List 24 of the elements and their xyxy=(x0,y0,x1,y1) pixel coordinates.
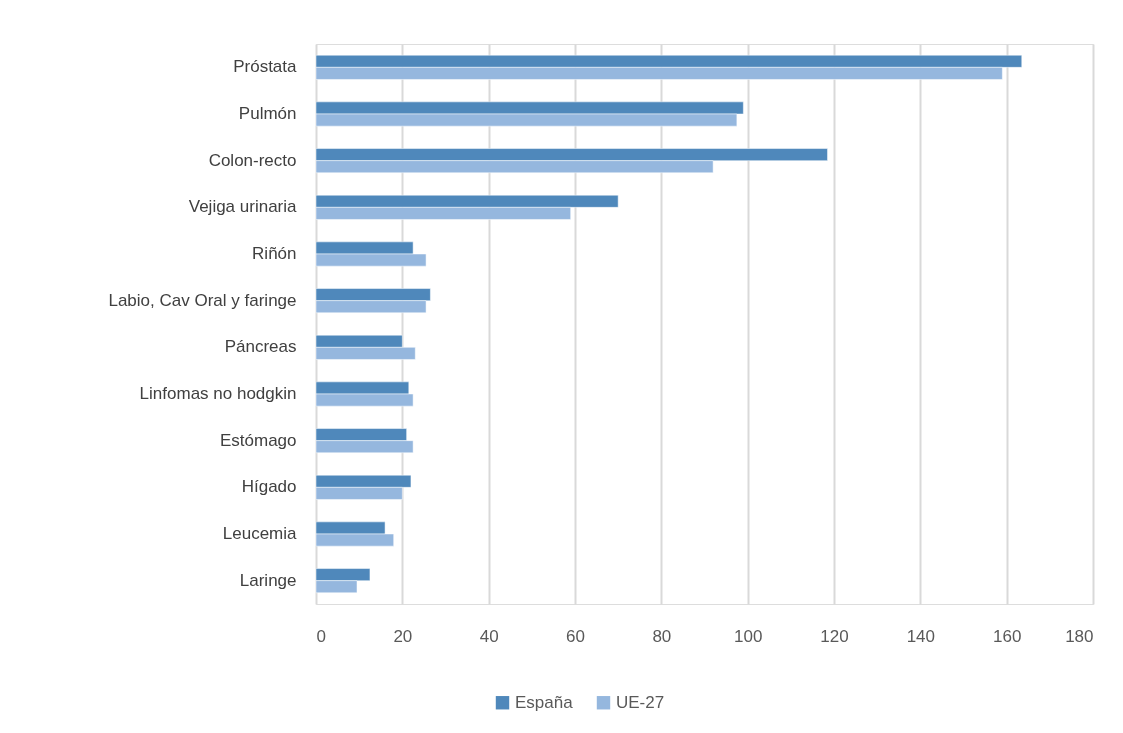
x-tick-label: 100 xyxy=(733,626,763,646)
legend-label: UE-27 xyxy=(616,692,665,712)
y-tick-label: Linfomas no hodgkin xyxy=(139,384,297,403)
y-tick-label: Colon-recto xyxy=(208,150,297,170)
y-tick-label: Laringe xyxy=(239,570,297,590)
y-tick-label: Estómago xyxy=(219,430,297,450)
y-tick-label: Vejiga urinaria xyxy=(188,197,298,217)
x-tick-label: 0 xyxy=(316,626,326,646)
legend-label: España xyxy=(515,692,574,712)
y-tick-label: Leucemia xyxy=(222,524,298,543)
x-tick-label: 160 xyxy=(992,626,1022,646)
y-tick-label: Hígado xyxy=(241,477,297,497)
x-tick-label: 140 xyxy=(906,626,936,646)
y-tick-label: Próstata xyxy=(233,57,298,77)
y-tick-label: Riñón xyxy=(252,244,297,263)
x-tick-label: 180 xyxy=(1065,626,1094,646)
x-tick-label: 60 xyxy=(566,626,585,646)
x-tick-label: 80 xyxy=(652,626,672,646)
x-tick-label: 40 xyxy=(479,626,499,646)
y-tick-label: Labio, Cav Oral y faringe xyxy=(108,290,297,310)
y-tick-label: Páncreas xyxy=(224,337,297,357)
y-tick-label: Pulmón xyxy=(238,104,297,123)
x-tick-label: 120 xyxy=(820,626,849,646)
x-tick-label: 20 xyxy=(393,626,413,646)
